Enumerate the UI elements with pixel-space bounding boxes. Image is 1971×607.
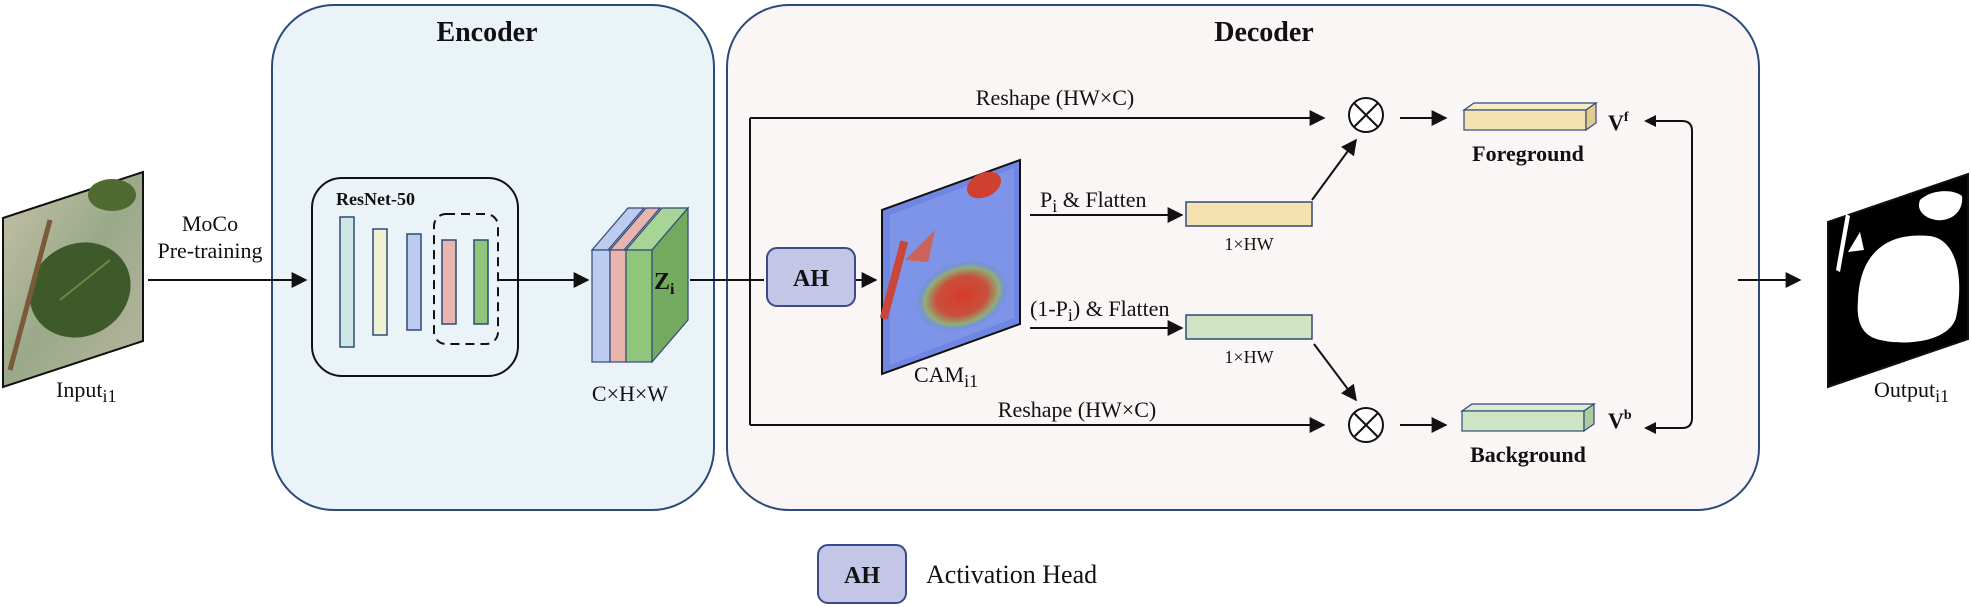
output-mask	[1827, 172, 1969, 389]
vf-symbol: Vf	[1608, 110, 1629, 135]
decoder-title: Decoder	[1214, 17, 1314, 48]
input-label: Inputi1	[56, 377, 116, 406]
vb-symbol: Vb	[1608, 408, 1632, 433]
feature-dims: C×H×W	[592, 381, 668, 406]
resnet-dashed-group	[433, 213, 499, 345]
legend-ah-key	[817, 544, 907, 604]
arrow-fgvec-to-multiply	[1311, 138, 1357, 201]
decoder-panel	[726, 4, 1760, 511]
pretrain-line1: MoCo	[182, 211, 238, 236]
resnet-layer-4	[441, 239, 457, 325]
fg-flat-bar	[1185, 201, 1313, 227]
contrast-arrowhead-top	[1644, 115, 1656, 127]
contrast-bracket	[1646, 120, 1693, 429]
cam-label: CAMi1	[914, 362, 978, 391]
multiply-node-bottom	[1348, 407, 1384, 443]
bg-flat-dim: 1×HW	[1224, 347, 1273, 367]
pretrain-line2: Pre-training	[157, 238, 262, 263]
resnet-layer-2	[372, 228, 388, 336]
background-vector	[1460, 402, 1596, 433]
foreground-label: Foreground	[1472, 141, 1584, 166]
resnet-layer-1	[339, 216, 355, 348]
pi-flatten-label: Pi & Flatten	[1040, 187, 1146, 216]
output-label: Outputi1	[1874, 377, 1949, 406]
reshape-top-label: Reshape (HW×C)	[976, 85, 1134, 110]
resnet-label: ResNet-50	[336, 189, 415, 209]
feature-symbol: Zi	[654, 269, 675, 298]
arrow-bgvec-to-multiply	[1313, 343, 1357, 402]
encoder-panel	[271, 4, 715, 511]
resnet-layer-3	[406, 233, 422, 331]
contrast-arrowhead-bottom	[1644, 422, 1656, 434]
encoder-title: Encoder	[436, 17, 537, 48]
foreground-vector	[1462, 101, 1598, 132]
feature-cube	[590, 206, 690, 364]
legend-ah-key-label: AH	[844, 563, 880, 589]
resnet-block	[311, 177, 519, 377]
resnet-layer-5	[473, 239, 489, 325]
background-label: Background	[1470, 442, 1586, 467]
reshape-bottom-label: Reshape (HW×C)	[998, 397, 1156, 422]
bg-flat-bar	[1185, 314, 1313, 340]
multiply-node-top	[1348, 97, 1384, 133]
neg-flatten-label: (1-Pi) & Flatten	[1030, 296, 1169, 325]
fg-flat-dim: 1×HW	[1224, 234, 1273, 254]
ah-block	[766, 247, 856, 307]
ah-label: AH	[793, 266, 829, 292]
legend-text: Activation Head	[926, 560, 1097, 589]
cam-image	[879, 158, 1021, 376]
input-image	[2, 170, 144, 389]
